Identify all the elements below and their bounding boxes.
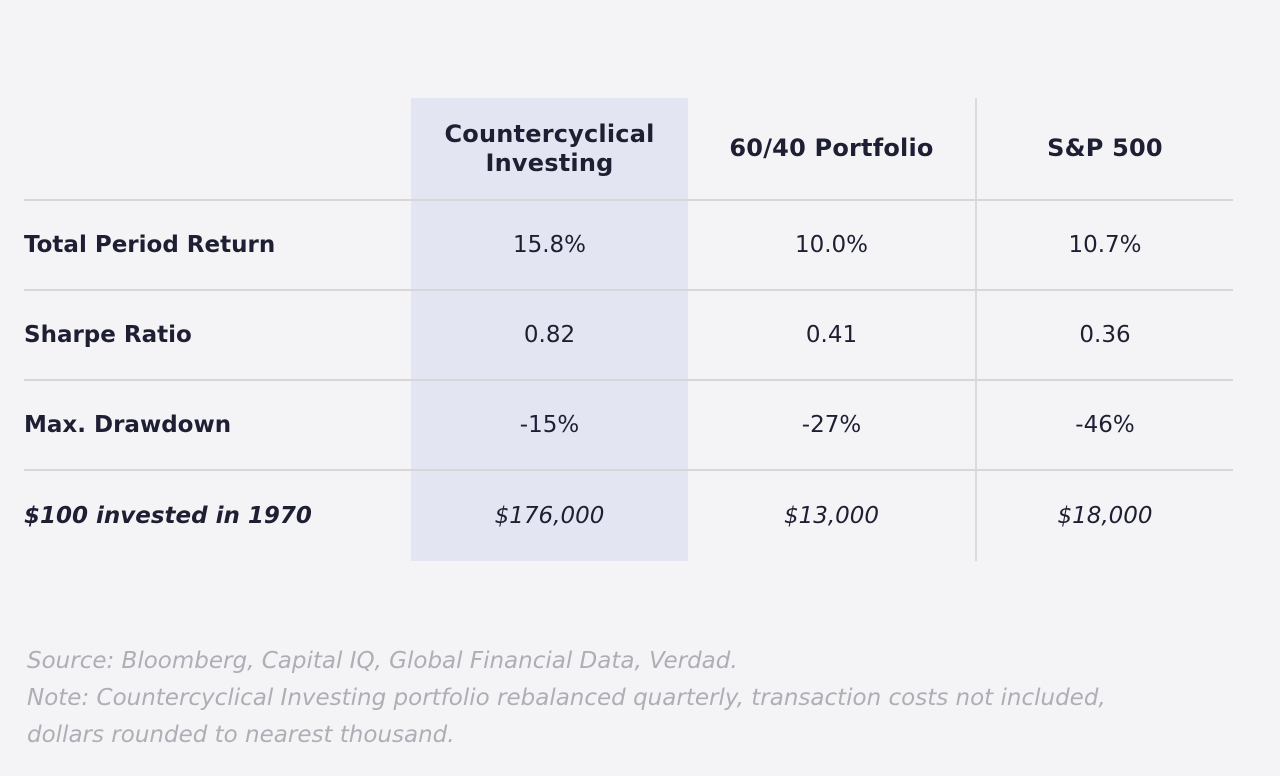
cell-drawdown-sp500: -46% (1075, 412, 1135, 438)
note-line-1: Note: Countercyclical Investing portfoli… (27, 685, 1106, 711)
column-divider (975, 98, 977, 561)
column-header-sp500: S&P 500 (1047, 134, 1163, 162)
row-label-total-period-return: Total Period Return (24, 232, 276, 258)
cell-sharpe-countercyclical: 0.82 (523, 322, 576, 348)
note-line-2: dollars rounded to nearest thousand. (27, 722, 455, 748)
comparison-table: Countercyclical Investing 60/40 Portfoli… (24, 98, 1233, 561)
row-divider-header (24, 199, 1233, 201)
row-divider-1 (24, 289, 1233, 291)
row-label-sharpe-ratio: Sharpe Ratio (24, 322, 192, 348)
column-header-60-40-portfolio: 60/40 Portfolio (729, 134, 934, 162)
cell-total-return-sp500: 10.7% (1068, 232, 1142, 258)
cell-sharpe-sp500: 0.36 (1079, 322, 1131, 348)
cell-invested-countercyclical: $176,000 (494, 503, 605, 529)
cell-total-return-countercyclical: 15.8% (512, 232, 587, 258)
highlight-column-countercyclical (411, 98, 688, 561)
cell-drawdown-countercyclical: -15% (519, 412, 580, 438)
cell-invested-sp500: $18,000 (1057, 503, 1153, 529)
column-header-countercyclical: Countercyclical Investing (444, 119, 655, 177)
row-divider-3 (24, 469, 1233, 471)
cell-drawdown-60-40: -27% (801, 412, 862, 438)
row-label-100-invested: $100 invested in 1970 (24, 503, 312, 529)
cell-invested-60-40: $13,000 (783, 503, 880, 529)
cell-sharpe-60-40: 0.41 (805, 322, 858, 348)
row-label-max-drawdown: Max. Drawdown (24, 412, 232, 438)
footnotes: Source: Bloomberg, Capital IQ, Global Fi… (27, 643, 1227, 754)
source-note: Source: Bloomberg, Capital IQ, Global Fi… (27, 648, 738, 674)
cell-total-return-60-40: 10.0% (794, 232, 869, 258)
row-divider-2 (24, 379, 1233, 381)
